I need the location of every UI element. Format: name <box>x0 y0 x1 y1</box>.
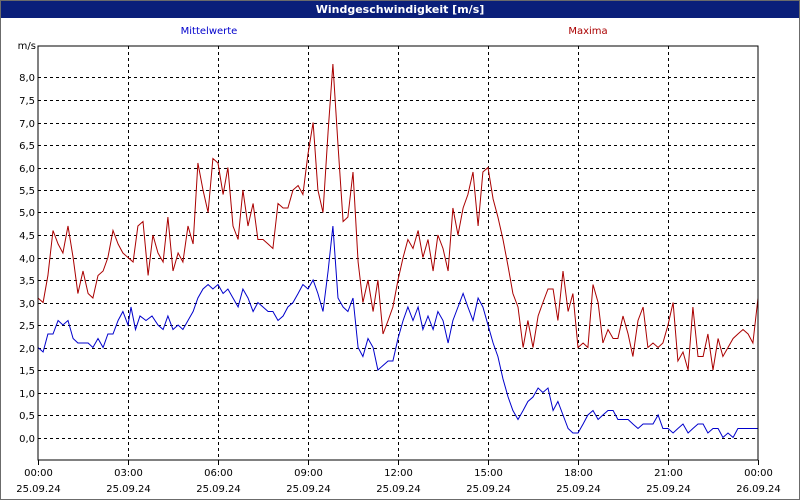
x-tick-time-label: 06:00 <box>204 468 233 479</box>
x-axis: 00:00 25.09.24 03:00 25.09.24 06:00 25.09.24 0… <box>16 460 781 495</box>
x-tick-time-label: 15:00 <box>474 468 503 479</box>
y-tick-label: 5,0 <box>19 208 35 219</box>
y-tick-label: 7,0 <box>19 119 35 130</box>
series-line-mittelwerte <box>37 225 758 439</box>
x-tick-time-label: 18:00 <box>564 468 593 479</box>
y-tick-label: 0,5 <box>19 411 35 422</box>
x-tick-time-label: 03:00 <box>114 468 143 479</box>
series-line-maxima <box>37 63 759 371</box>
x-tick-date-label: 25.09.24 <box>376 484 421 495</box>
y-tick-label: 0,0 <box>19 434 35 445</box>
x-tick-time-label: 00:00 <box>24 468 53 479</box>
x-tick-date-label: 25.09.24 <box>286 484 331 495</box>
x-tick-time-label: 00:00 <box>744 468 773 479</box>
y-tick-label: 3,0 <box>19 299 35 310</box>
legend-mittelwerte: Mittelwerte <box>181 26 238 37</box>
legend-maxima: Maxima <box>568 26 607 37</box>
y-tick-label: 3,5 <box>19 276 35 287</box>
y-tick-label: 1,0 <box>19 389 35 400</box>
y-axis-unit: m/s <box>18 41 36 52</box>
y-tick-label: 4,5 <box>19 231 35 242</box>
y-tick-label: 4,0 <box>19 254 35 265</box>
y-tick-label: 1,5 <box>19 366 35 377</box>
x-tick-time-label: 12:00 <box>384 468 413 479</box>
series-lines <box>37 63 759 439</box>
x-tick-time-label: 09:00 <box>294 468 323 479</box>
x-tick-date-label: 25.09.24 <box>646 484 691 495</box>
x-tick-date-label: 26.09.24 <box>736 484 781 495</box>
y-tick-label: 7,5 <box>19 96 35 107</box>
x-tick-date-label: 25.09.24 <box>106 484 151 495</box>
x-tick-date-label: 25.09.24 <box>16 484 61 495</box>
x-tick-date-label: 25.09.24 <box>556 484 601 495</box>
y-axis: 0,0 0,5 1,0 1,5 2,0 2,5 3,0 3,5 4,0 4,5 5,0 5,5 6,0 6… <box>19 73 35 445</box>
x-tick-date-label: 25.09.24 <box>196 484 241 495</box>
y-tick-label: 8,0 <box>19 73 35 84</box>
chart-title: Windgeschwindigkeit [m/s] <box>1 1 799 18</box>
y-tick-label: 6,5 <box>19 141 35 152</box>
x-tick-time-label: 21:00 <box>654 468 683 479</box>
grid <box>38 46 758 460</box>
y-tick-label: 5,5 <box>19 186 35 197</box>
x-tick-date-label: 25.09.24 <box>466 484 511 495</box>
y-tick-label: 2,5 <box>19 321 35 332</box>
y-tick-label: 6,0 <box>19 164 35 175</box>
y-tick-label: 2,0 <box>19 344 35 355</box>
